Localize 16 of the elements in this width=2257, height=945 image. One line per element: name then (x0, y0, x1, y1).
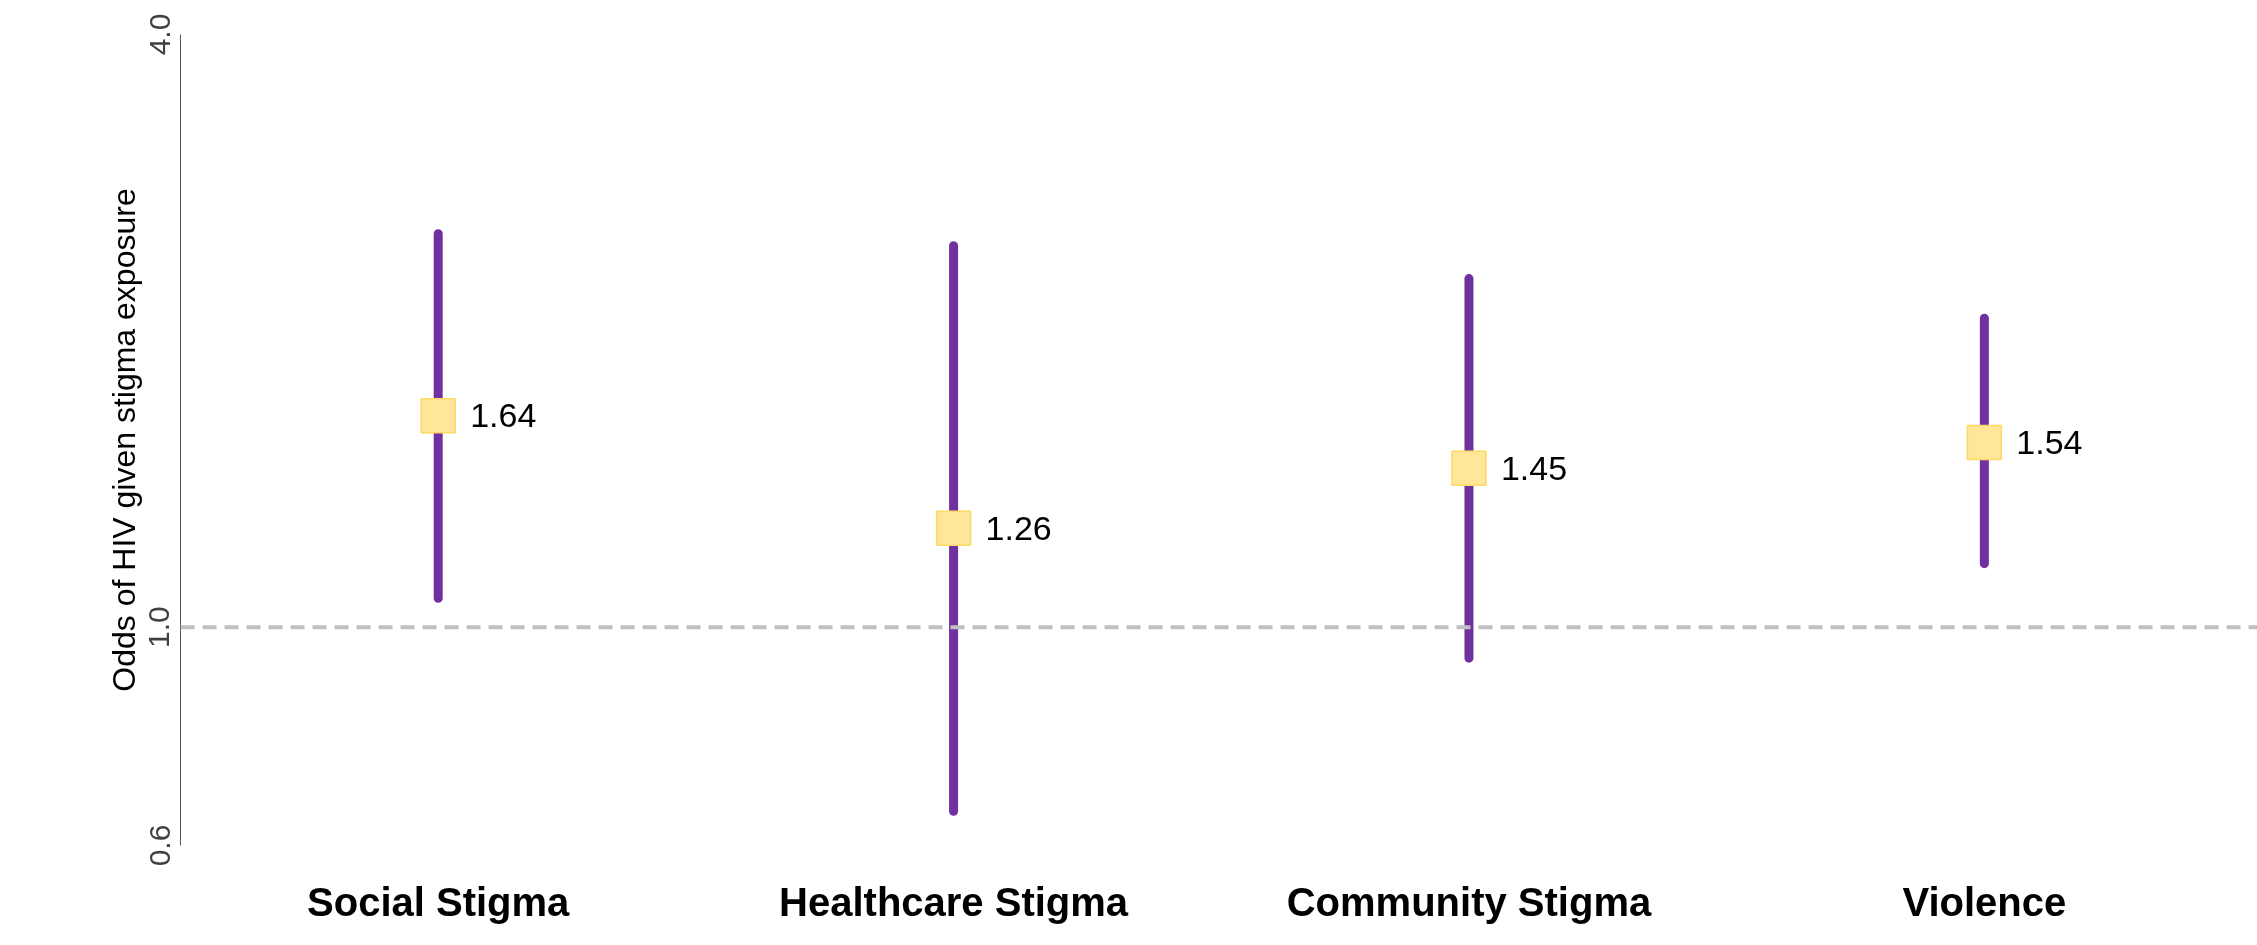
y-tick-label: 4.0 (142, 13, 176, 56)
data-label: 1.45 (1500, 448, 1568, 487)
x-tick-label: Social Stigma (307, 879, 571, 924)
x-tick-label: Healthcare Stigma (779, 879, 1129, 924)
y-axis-title: Odds of HIV given stigma exposure (105, 188, 142, 692)
data-label: 1.26 (985, 508, 1052, 547)
point (1451, 450, 1487, 487)
x-tick-label: Community Stigma (1286, 879, 1652, 924)
x-tick-label: Violence (1902, 879, 2067, 924)
data-label: 1.64 (470, 396, 537, 435)
y-tick-label: 0.6 (142, 824, 176, 867)
point (1966, 424, 2003, 461)
point (420, 397, 456, 434)
data-label: 1.54 (2016, 423, 2083, 462)
point (935, 510, 972, 547)
y-tick-label: 1.0 (142, 606, 176, 648)
